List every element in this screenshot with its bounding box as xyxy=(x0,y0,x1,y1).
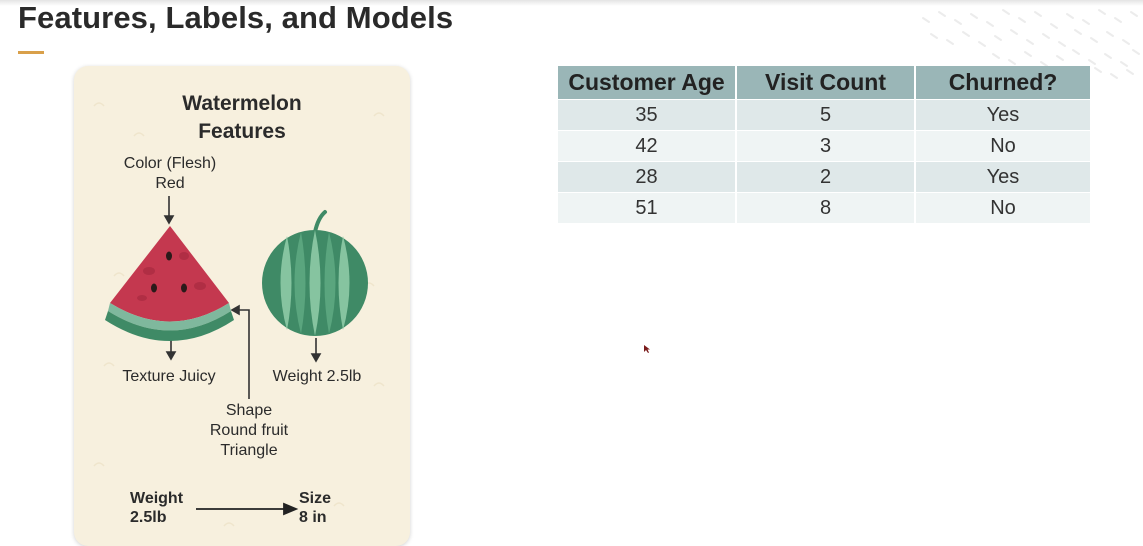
shape-feature-line3: Triangle xyxy=(220,442,278,459)
column-header: Customer Age xyxy=(558,66,737,100)
watermelon-features-card: Watermelon Features Color (Flesh) Red xyxy=(74,66,410,546)
table-cell: No xyxy=(915,192,1090,223)
table-cell: 2 xyxy=(736,161,916,193)
mapping-input-line1: Weight xyxy=(130,490,184,507)
arrow-icon xyxy=(196,502,299,516)
texture-feature-label: Texture Juicy xyxy=(122,368,216,385)
shape-feature-line1: Shape xyxy=(225,402,273,419)
table-row: 28 2 Yes xyxy=(558,161,1090,193)
card-title-line1: Watermelon xyxy=(182,92,302,115)
card-title: Watermelon Features xyxy=(74,90,410,146)
column-header: Churned? xyxy=(915,66,1090,100)
title-accent-line xyxy=(18,51,44,54)
table-cell: 28 xyxy=(558,161,737,193)
watermelon-illustration xyxy=(105,196,368,516)
table-row: 51 8 No xyxy=(558,192,1090,223)
table-cell: Yes xyxy=(915,99,1090,131)
mapping-input-line2: 2.5lb xyxy=(130,509,167,526)
table-cell: 35 xyxy=(558,99,737,131)
color-feature-line1: Color (Flesh) xyxy=(123,155,217,172)
table-cell: 8 xyxy=(736,192,916,223)
table-cell: Yes xyxy=(915,161,1090,193)
mapping-output-label: Size 8 in xyxy=(299,489,331,527)
column-header: Visit Count xyxy=(736,66,916,100)
shape-feature-line2: Round fruit xyxy=(209,422,289,439)
card-background-pattern xyxy=(93,102,385,527)
color-feature-line2: Red xyxy=(155,175,185,192)
top-edge-shading xyxy=(0,0,1143,6)
mapping-output-line1: Size xyxy=(299,490,332,507)
shape-feature-label: Shape Round fruit Triangle xyxy=(194,401,304,461)
customer-churn-table: Customer Age Visit Count Churned? 35 5 Y… xyxy=(558,66,1090,223)
weight-feature-label: Weight 2.5lb xyxy=(272,368,362,385)
table-cell: 42 xyxy=(558,130,737,162)
mapping-input-label: Weight 2.5lb xyxy=(130,489,183,527)
table-cell: No xyxy=(915,130,1090,162)
table-row: 42 3 No xyxy=(558,130,1090,162)
table-cell: 51 xyxy=(558,192,737,223)
color-feature-label: Color (Flesh) Red xyxy=(114,154,226,194)
table-cell: 5 xyxy=(736,99,916,131)
mapping-output-line2: 8 in xyxy=(299,509,327,526)
card-title-line2: Features xyxy=(198,120,286,143)
table-cell: 3 xyxy=(736,130,916,162)
whole-watermelon-icon xyxy=(262,210,368,336)
slide-title: Features, Labels, and Models xyxy=(18,0,454,35)
mouse-pointer-icon xyxy=(644,345,650,353)
table-header-row: Customer Age Visit Count Churned? xyxy=(558,66,1090,100)
watermelon-slice-icon xyxy=(105,226,234,341)
table-row: 35 5 Yes xyxy=(558,99,1090,131)
